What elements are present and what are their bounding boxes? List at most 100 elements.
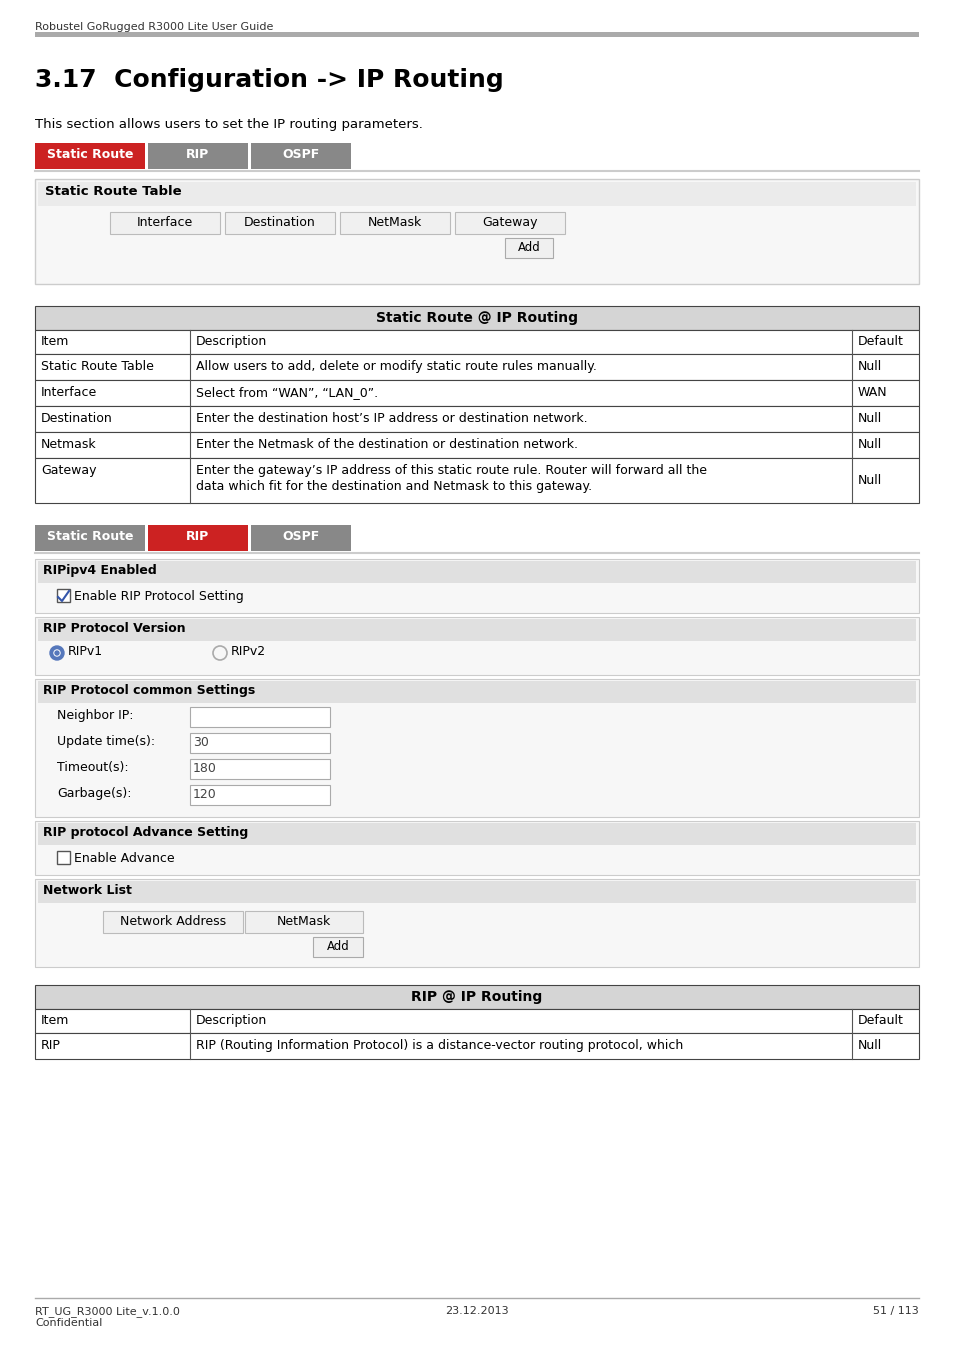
Bar	[190, 733, 330, 753]
Text: Null: Null	[857, 474, 882, 487]
Text: 30: 30	[193, 736, 209, 749]
Text: Item: Item	[41, 1014, 70, 1027]
Bar	[35, 525, 145, 551]
Text: Robustel GoRugged R3000 Lite User Guide: Robustel GoRugged R3000 Lite User Guide	[35, 22, 274, 32]
Bar	[35, 354, 918, 379]
Bar	[148, 525, 248, 551]
Bar	[35, 432, 918, 458]
Text: Confidential: Confidential	[35, 1318, 102, 1328]
Bar	[38, 882, 915, 903]
Text: Default: Default	[857, 335, 902, 348]
Text: 3.17  Configuration -> IP Routing: 3.17 Configuration -> IP Routing	[35, 68, 503, 92]
Bar	[190, 707, 330, 728]
Text: 51 / 113: 51 / 113	[872, 1305, 918, 1316]
Bar	[38, 620, 915, 641]
Text: Destination: Destination	[41, 412, 112, 425]
Bar	[35, 679, 918, 817]
Text: Enable RIP Protocol Setting: Enable RIP Protocol Setting	[74, 590, 244, 603]
Text: RIP @ IP Routing: RIP @ IP Routing	[411, 990, 542, 1004]
Bar	[38, 680, 915, 703]
Text: RIPv1: RIPv1	[68, 645, 103, 657]
Text: Default: Default	[857, 1014, 902, 1027]
Text: Neighbor IP:: Neighbor IP:	[57, 709, 133, 722]
Text: Null: Null	[857, 437, 882, 451]
Text: Timeout(s):: Timeout(s):	[57, 761, 129, 774]
Text: Enter the destination host’s IP address or destination network.: Enter the destination host’s IP address …	[195, 412, 587, 425]
Bar	[35, 879, 918, 967]
Text: Allow users to add, delete or modify static route rules manually.: Allow users to add, delete or modify sta…	[195, 360, 597, 373]
Text: Gateway: Gateway	[41, 464, 96, 477]
Circle shape	[55, 651, 59, 655]
Text: Select from “WAN”, “LAN_0”.: Select from “WAN”, “LAN_0”.	[195, 386, 377, 400]
Text: Null: Null	[857, 1040, 882, 1052]
Bar	[38, 562, 915, 583]
Text: Static Route: Static Route	[47, 148, 133, 161]
Bar	[57, 850, 70, 864]
Text: Add: Add	[517, 242, 539, 254]
Bar	[35, 458, 918, 504]
Text: Garbage(s):: Garbage(s):	[57, 787, 132, 801]
Text: RIP protocol Advance Setting: RIP protocol Advance Setting	[43, 826, 248, 838]
Text: RIPipv4 Enabled: RIPipv4 Enabled	[43, 564, 156, 576]
Text: RIP: RIP	[186, 148, 210, 161]
Bar	[35, 329, 918, 354]
Text: RIP Protocol Version: RIP Protocol Version	[43, 622, 186, 634]
Circle shape	[54, 649, 60, 656]
Text: Update time(s):: Update time(s):	[57, 734, 155, 748]
Bar	[35, 617, 918, 675]
Circle shape	[50, 647, 64, 660]
Bar	[35, 1033, 918, 1058]
Text: RIP Protocol common Settings: RIP Protocol common Settings	[43, 684, 255, 697]
Text: Static Route @ IP Routing: Static Route @ IP Routing	[375, 310, 578, 325]
Bar	[103, 911, 243, 933]
Text: Static Route Table: Static Route Table	[41, 360, 153, 373]
Bar	[35, 821, 918, 875]
Bar	[251, 143, 351, 169]
Text: Netmask: Netmask	[41, 437, 96, 451]
Bar	[35, 559, 918, 613]
Bar	[35, 32, 918, 36]
Text: 120: 120	[193, 788, 216, 801]
Text: Destination: Destination	[244, 216, 315, 230]
Text: Enter the gateway’s IP address of this static route rule. Router will forward al: Enter the gateway’s IP address of this s…	[195, 464, 706, 477]
Bar	[57, 589, 70, 602]
Text: Interface: Interface	[41, 386, 97, 400]
Bar	[35, 406, 918, 432]
Bar	[110, 212, 220, 234]
Bar	[339, 212, 450, 234]
Text: NetMask: NetMask	[276, 915, 331, 927]
Text: RIP (Routing Information Protocol) is a distance-vector routing protocol, which: RIP (Routing Information Protocol) is a …	[195, 1040, 682, 1052]
Bar	[251, 525, 351, 551]
Bar	[38, 824, 915, 845]
Bar	[35, 379, 918, 406]
Text: Static Route: Static Route	[47, 531, 133, 543]
Text: Enable Advance: Enable Advance	[74, 852, 174, 865]
Bar	[504, 238, 553, 258]
Text: Static Route Table: Static Route Table	[45, 185, 181, 198]
Bar	[35, 143, 145, 169]
Text: NetMask: NetMask	[368, 216, 421, 230]
Text: 180: 180	[193, 761, 216, 775]
Text: OSPF: OSPF	[282, 148, 319, 161]
Text: Interface: Interface	[136, 216, 193, 230]
Text: WAN: WAN	[857, 386, 886, 400]
Text: Gateway: Gateway	[482, 216, 537, 230]
Text: Description: Description	[195, 1014, 267, 1027]
Text: RIPv2: RIPv2	[231, 645, 266, 657]
Bar	[35, 306, 918, 329]
Text: This section allows users to set the IP routing parameters.: This section allows users to set the IP …	[35, 117, 422, 131]
Text: Description: Description	[195, 335, 267, 348]
Bar	[313, 937, 363, 957]
Text: Item: Item	[41, 335, 70, 348]
Bar	[455, 212, 564, 234]
Bar	[225, 212, 335, 234]
Bar	[35, 986, 918, 1008]
Text: OSPF: OSPF	[282, 531, 319, 543]
Bar	[35, 1008, 918, 1033]
Bar	[35, 180, 918, 284]
Text: Null: Null	[857, 360, 882, 373]
Bar	[148, 143, 248, 169]
Bar	[190, 759, 330, 779]
Bar	[190, 784, 330, 805]
Text: Network List: Network List	[43, 884, 132, 896]
